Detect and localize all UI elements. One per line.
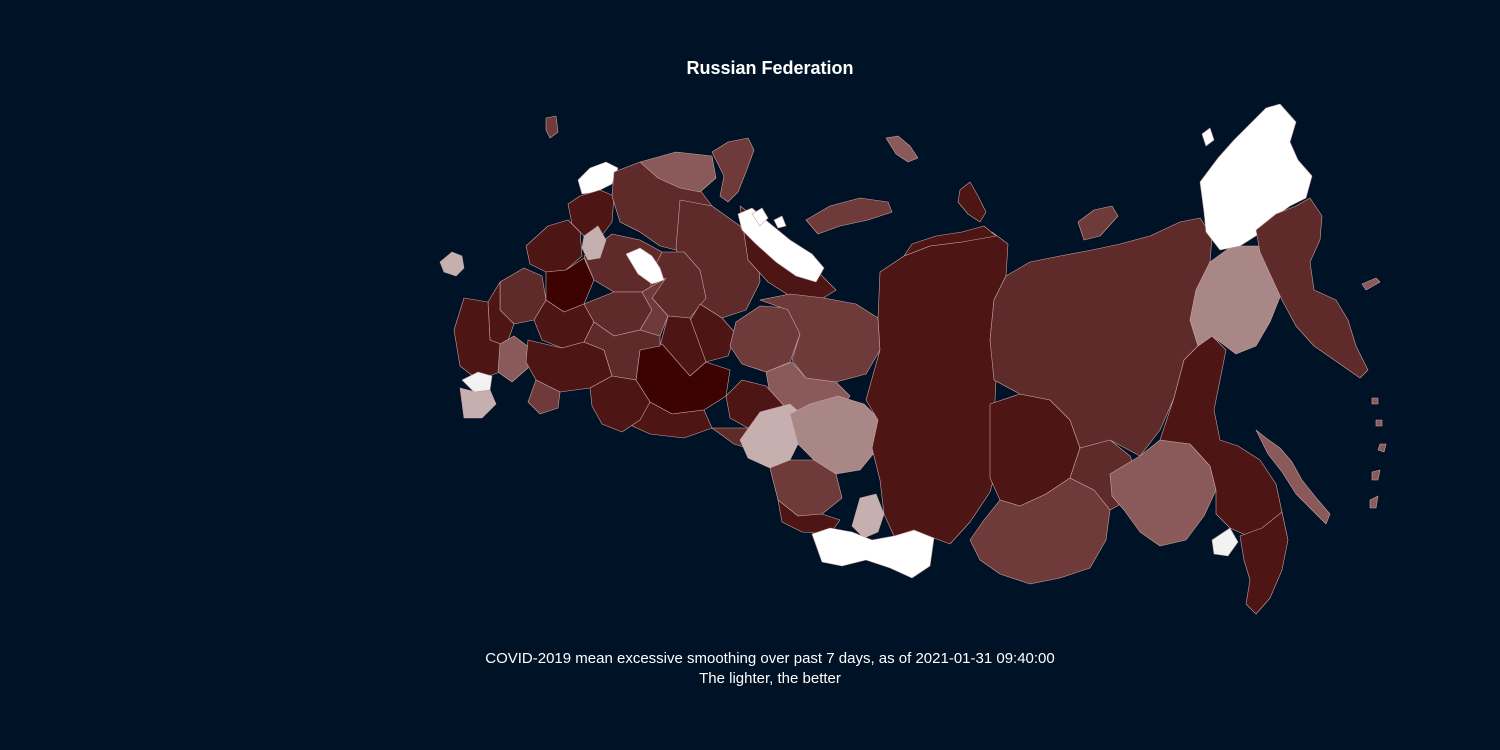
region-saratov[interactable]: [583, 321, 661, 381]
region-kolguev[interactable]: [751, 207, 769, 227]
region-krasnoyarsk-north-cap[interactable]: [903, 225, 997, 257]
region-nenets[interactable]: [639, 151, 717, 193]
region-nizhny[interactable]: [639, 277, 669, 337]
region-leningrad[interactable]: [525, 219, 583, 273]
region-kuril-islands[interactable]: [1369, 397, 1387, 509]
region-severnaya-zemlya[interactable]: [957, 181, 987, 223]
region-khanty-mansi[interactable]: [759, 293, 881, 383]
region-new-siberian-islands[interactable]: [1077, 205, 1119, 241]
region-altai-republic[interactable]: [777, 499, 841, 535]
region-stavropol[interactable]: [459, 387, 497, 419]
region-commander-islands[interactable]: [1361, 277, 1381, 291]
region-buryatia[interactable]: [969, 477, 1111, 585]
map-caption: COVID-2019 mean excessive smoothing over…: [0, 649, 1500, 689]
region-arctic-white-patch[interactable]: [625, 247, 665, 285]
region-yaroslavl-light[interactable]: [581, 225, 607, 261]
region-taymyr[interactable]: [805, 197, 893, 235]
region-murmansk[interactable]: [577, 161, 619, 195]
region-arctic-islands-east[interactable]: [885, 135, 919, 163]
region-novaya-zemlya[interactable]: [711, 137, 755, 203]
region-astrakhan[interactable]: [527, 379, 561, 415]
region-kaliningrad[interactable]: [439, 251, 465, 277]
region-wrangel-island[interactable]: [1201, 127, 1215, 147]
region-tuva-white[interactable]: [811, 527, 935, 579]
region-krasnodar-light[interactable]: [461, 371, 493, 393]
region-sakhalin[interactable]: [1255, 429, 1331, 525]
region-arctic-islands-west[interactable]: [545, 115, 559, 139]
region-voronezh-light[interactable]: [497, 335, 531, 383]
region-primorsky[interactable]: [1239, 511, 1289, 615]
region-vaygach[interactable]: [773, 215, 787, 229]
region-kemerovo-light[interactable]: [851, 493, 885, 539]
region-kamchatka[interactable]: [1255, 197, 1369, 379]
region-magadan[interactable]: [1189, 245, 1283, 355]
region-jewish-light[interactable]: [1211, 527, 1239, 557]
region-volgograd[interactable]: [589, 375, 651, 433]
caption-line-2: The lighter, the better: [699, 670, 841, 687]
caption-line-1: COVID-2019 mean excessive smoothing over…: [485, 650, 1055, 667]
region-chukotka[interactable]: [1199, 103, 1313, 251]
region-sverdlovsk[interactable]: [729, 305, 801, 373]
region-krasnoyarsk[interactable]: [865, 231, 1009, 545]
map-title: Russian Federation: [686, 58, 854, 78]
